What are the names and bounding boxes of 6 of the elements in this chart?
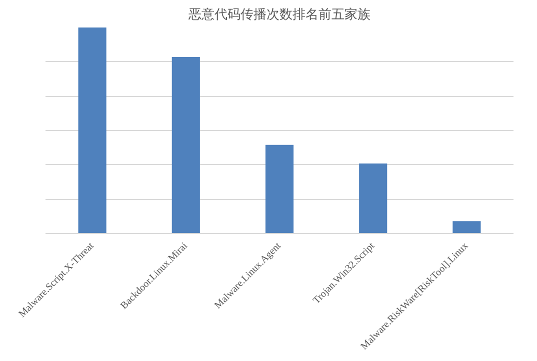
bar (452, 221, 481, 234)
bar (265, 144, 294, 234)
chart-title: 恶意代码传播次数排名前五家族 (188, 6, 370, 22)
bar (78, 28, 106, 234)
bar (172, 56, 200, 234)
bar (359, 163, 388, 234)
